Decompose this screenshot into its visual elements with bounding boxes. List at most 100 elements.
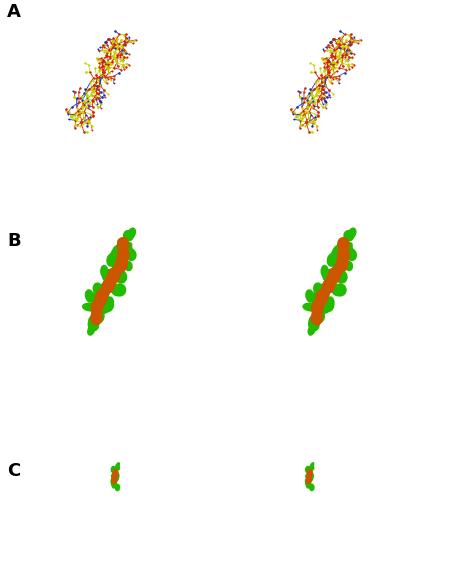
Ellipse shape bbox=[336, 256, 348, 272]
Ellipse shape bbox=[113, 472, 118, 478]
Ellipse shape bbox=[102, 269, 115, 282]
Ellipse shape bbox=[112, 474, 117, 481]
Ellipse shape bbox=[316, 288, 328, 304]
Ellipse shape bbox=[337, 242, 346, 254]
Ellipse shape bbox=[338, 252, 348, 264]
Ellipse shape bbox=[91, 292, 101, 303]
Ellipse shape bbox=[311, 466, 315, 471]
Ellipse shape bbox=[317, 289, 328, 304]
Ellipse shape bbox=[308, 325, 316, 336]
Ellipse shape bbox=[335, 271, 347, 284]
Ellipse shape bbox=[99, 283, 108, 294]
Ellipse shape bbox=[306, 474, 312, 481]
Ellipse shape bbox=[112, 473, 118, 479]
Ellipse shape bbox=[338, 239, 348, 250]
Ellipse shape bbox=[96, 290, 108, 303]
Ellipse shape bbox=[102, 283, 111, 294]
Ellipse shape bbox=[328, 271, 338, 284]
Ellipse shape bbox=[92, 306, 101, 319]
Ellipse shape bbox=[91, 297, 99, 311]
Ellipse shape bbox=[116, 262, 125, 273]
Ellipse shape bbox=[85, 289, 94, 303]
Ellipse shape bbox=[105, 273, 117, 288]
Ellipse shape bbox=[94, 295, 105, 308]
Ellipse shape bbox=[117, 237, 129, 252]
Ellipse shape bbox=[120, 242, 133, 255]
Ellipse shape bbox=[92, 301, 102, 313]
Ellipse shape bbox=[326, 296, 335, 308]
Ellipse shape bbox=[88, 314, 101, 327]
Text: C: C bbox=[7, 462, 20, 479]
Ellipse shape bbox=[118, 243, 129, 257]
Ellipse shape bbox=[115, 484, 120, 491]
Ellipse shape bbox=[108, 268, 120, 283]
Ellipse shape bbox=[309, 314, 321, 327]
Ellipse shape bbox=[115, 256, 128, 272]
Ellipse shape bbox=[113, 470, 118, 475]
Ellipse shape bbox=[93, 309, 104, 323]
Ellipse shape bbox=[90, 310, 102, 325]
Ellipse shape bbox=[338, 243, 349, 257]
Ellipse shape bbox=[310, 462, 314, 469]
Text: B: B bbox=[7, 232, 21, 250]
Ellipse shape bbox=[111, 481, 115, 489]
Ellipse shape bbox=[312, 301, 323, 314]
Ellipse shape bbox=[336, 256, 348, 272]
Ellipse shape bbox=[307, 472, 312, 478]
Ellipse shape bbox=[314, 309, 325, 323]
Ellipse shape bbox=[311, 302, 324, 317]
Ellipse shape bbox=[305, 289, 315, 303]
Ellipse shape bbox=[110, 478, 116, 485]
Ellipse shape bbox=[118, 252, 128, 264]
Ellipse shape bbox=[107, 268, 120, 283]
Ellipse shape bbox=[309, 474, 313, 482]
Ellipse shape bbox=[319, 300, 331, 314]
Ellipse shape bbox=[332, 245, 344, 261]
Ellipse shape bbox=[329, 269, 339, 282]
Ellipse shape bbox=[106, 296, 114, 308]
Ellipse shape bbox=[112, 474, 117, 480]
Ellipse shape bbox=[88, 319, 99, 331]
Ellipse shape bbox=[302, 303, 317, 312]
Ellipse shape bbox=[309, 484, 315, 491]
Ellipse shape bbox=[305, 477, 310, 484]
Ellipse shape bbox=[307, 469, 313, 477]
Ellipse shape bbox=[337, 248, 350, 263]
Ellipse shape bbox=[115, 473, 119, 479]
Ellipse shape bbox=[103, 299, 114, 312]
Ellipse shape bbox=[319, 283, 328, 294]
Ellipse shape bbox=[111, 477, 117, 485]
Ellipse shape bbox=[325, 278, 335, 289]
Ellipse shape bbox=[306, 478, 311, 484]
Ellipse shape bbox=[307, 470, 313, 477]
Ellipse shape bbox=[113, 482, 117, 487]
Ellipse shape bbox=[82, 303, 97, 312]
Ellipse shape bbox=[306, 477, 311, 483]
Ellipse shape bbox=[316, 288, 329, 304]
Ellipse shape bbox=[118, 247, 128, 258]
Ellipse shape bbox=[307, 469, 313, 476]
Ellipse shape bbox=[102, 278, 114, 293]
Ellipse shape bbox=[100, 265, 109, 278]
Ellipse shape bbox=[320, 285, 331, 297]
Ellipse shape bbox=[309, 473, 314, 479]
Ellipse shape bbox=[347, 227, 356, 239]
Ellipse shape bbox=[305, 478, 310, 485]
Ellipse shape bbox=[311, 299, 324, 315]
Ellipse shape bbox=[102, 278, 114, 294]
Ellipse shape bbox=[340, 241, 351, 253]
Ellipse shape bbox=[111, 473, 115, 478]
Ellipse shape bbox=[312, 309, 322, 321]
Ellipse shape bbox=[328, 268, 340, 283]
Ellipse shape bbox=[113, 469, 118, 476]
Ellipse shape bbox=[320, 286, 330, 300]
Ellipse shape bbox=[307, 474, 311, 480]
Ellipse shape bbox=[124, 261, 133, 271]
Ellipse shape bbox=[117, 238, 129, 252]
Ellipse shape bbox=[306, 482, 311, 488]
Ellipse shape bbox=[319, 287, 329, 300]
Ellipse shape bbox=[336, 256, 348, 272]
Ellipse shape bbox=[335, 269, 347, 282]
Ellipse shape bbox=[100, 285, 110, 297]
Ellipse shape bbox=[107, 268, 120, 283]
